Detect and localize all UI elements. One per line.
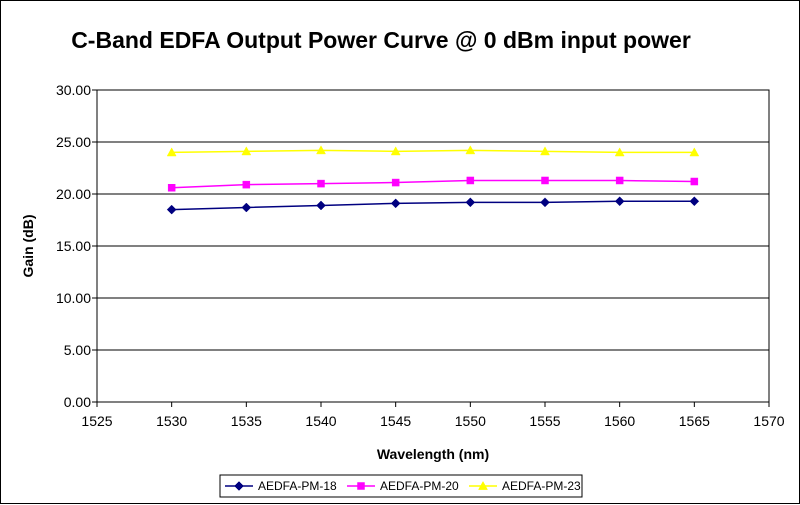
y-tick-label: 15.00	[56, 238, 91, 254]
data-point-aedfa-pm-23	[689, 147, 700, 157]
y-axis-label: Gain (dB)	[20, 215, 36, 278]
data-point-aedfa-pm-20	[541, 176, 549, 185]
y-tick-label: 30.00	[56, 82, 91, 98]
data-point-aedfa-pm-18	[316, 200, 326, 211]
data-point-aedfa-pm-20	[466, 176, 475, 185]
plot-border	[96, 89, 770, 403]
data-point-aedfa-pm-18	[540, 197, 550, 208]
x-tick-label: 1525	[81, 413, 112, 429]
y-tick-label: 10.00	[56, 290, 91, 306]
y-tick-label: 5.00	[64, 342, 91, 358]
legend-marker	[357, 482, 365, 490]
x-tick-label: 1570	[753, 413, 784, 429]
data-point-aedfa-pm-20	[317, 179, 325, 188]
series-line-aedfa-pm-18	[171, 200, 695, 211]
data-point-aedfa-pm-20	[690, 177, 699, 186]
legend-marker	[234, 481, 244, 491]
y-tick-label: 20.00	[56, 186, 91, 202]
data-point-aedfa-pm-23	[465, 145, 476, 155]
x-tick-label: 1560	[604, 413, 635, 429]
y-tick-label: 0.00	[64, 394, 91, 410]
data-point-aedfa-pm-23	[614, 147, 625, 157]
data-point-aedfa-pm-18	[241, 202, 252, 213]
data-point-aedfa-pm-23	[540, 146, 550, 156]
data-point-aedfa-pm-20	[242, 180, 251, 189]
legend-label: AEDFA-PM-20	[380, 479, 459, 493]
x-tick-label: 1550	[455, 413, 486, 429]
y-tick-label: 25.00	[56, 134, 91, 150]
data-point-aedfa-pm-20	[615, 176, 624, 185]
data-point-aedfa-pm-18	[689, 196, 700, 207]
legend-label: AEDFA-PM-18	[258, 479, 337, 493]
data-point-aedfa-pm-23	[166, 147, 177, 157]
data-point-aedfa-pm-23	[241, 146, 252, 156]
data-point-aedfa-pm-23	[390, 146, 401, 156]
data-point-aedfa-pm-20	[391, 178, 400, 187]
x-tick-label: 1545	[380, 413, 411, 429]
legend-box	[219, 474, 583, 498]
x-tick-label: 1530	[156, 413, 187, 429]
series-line-aedfa-pm-23	[171, 149, 695, 154]
x-tick-label: 1540	[305, 413, 336, 429]
data-point-aedfa-pm-18	[465, 197, 476, 208]
data-point-aedfa-pm-18	[390, 198, 401, 209]
x-tick-label: 1555	[529, 413, 560, 429]
x-tick-label: 1535	[231, 413, 262, 429]
legend-marker	[478, 480, 488, 490]
data-point-aedfa-pm-20	[167, 184, 176, 192]
x-axis-label: Wavelength (nm)	[377, 446, 489, 462]
data-point-aedfa-pm-18	[166, 204, 177, 215]
x-tick-label: 1565	[679, 413, 710, 429]
data-point-aedfa-pm-18	[614, 196, 625, 207]
data-point-aedfa-pm-23	[316, 145, 326, 155]
legend-label: AEDFA-PM-23	[502, 479, 581, 493]
series-line-aedfa-pm-20	[171, 179, 695, 189]
chart-title: C-Band EDFA Output Power Curve @ 0 dBm i…	[71, 27, 691, 53]
